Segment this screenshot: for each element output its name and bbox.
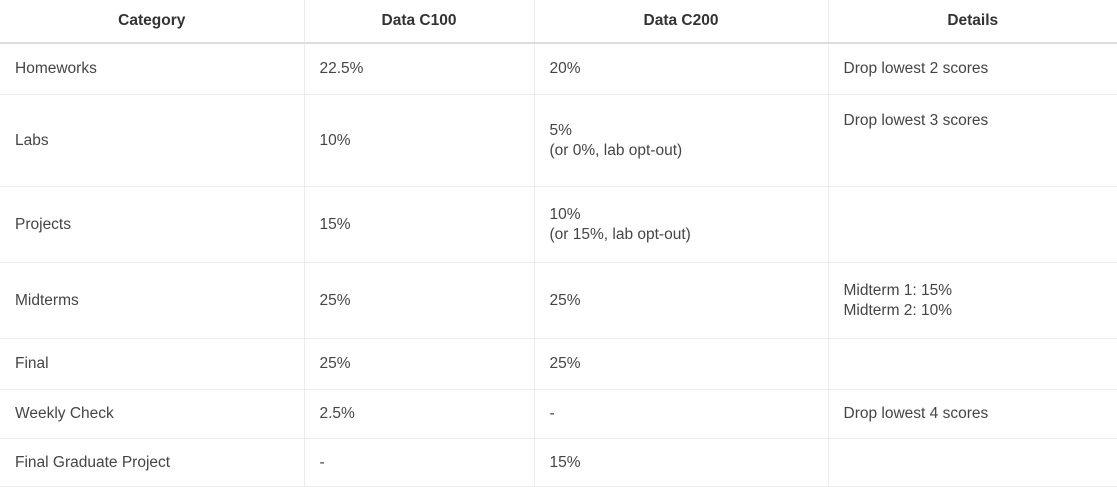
cell-c100: 25% bbox=[303, 338, 534, 390]
cell-category: Midterms bbox=[0, 262, 304, 339]
cell-category: Homeworks bbox=[0, 43, 304, 95]
cell-c200-line: 25% bbox=[549, 291, 581, 309]
cell-details bbox=[827, 438, 1117, 487]
cell-c200-note: (or 15%, lab opt-out) bbox=[549, 225, 691, 243]
cell-c200: 20% bbox=[533, 43, 828, 95]
column-header-category: Category bbox=[0, 0, 304, 44]
cell-category: Final Graduate Project bbox=[0, 438, 304, 487]
cell-details: Drop lowest 4 scores bbox=[827, 389, 1117, 439]
cell-c200: 25% bbox=[533, 262, 828, 339]
cell-c200-line: 5% bbox=[549, 121, 572, 139]
cell-c200-line: 10% bbox=[549, 205, 581, 223]
cell-c200-note: (or 0%, lab opt-out) bbox=[549, 141, 683, 159]
table-row: Labs 10% 5% (or 0%, lab opt-out) Drop lo… bbox=[0, 94, 1117, 187]
table-body: Homeworks 22.5% 20% Drop lowest 2 scores… bbox=[0, 43, 1117, 487]
cell-c200-line: 25% bbox=[549, 355, 581, 372]
cell-c100: 2.5% bbox=[303, 389, 534, 439]
cell-category: Weekly Check bbox=[0, 389, 304, 439]
table-row: Midterms 25% 25% Midterm 1: 15% Midterm … bbox=[0, 262, 1117, 339]
cell-details bbox=[827, 338, 1117, 390]
cell-category: Projects bbox=[0, 186, 304, 263]
cell-c100: 15% bbox=[303, 186, 534, 263]
table-row: Projects 15% 10% (or 15%, lab opt-out) bbox=[0, 186, 1117, 263]
cell-c200-line: 15% bbox=[549, 453, 581, 471]
column-header-data-c100: Data C100 bbox=[303, 0, 534, 44]
cell-details: Drop lowest 2 scores bbox=[827, 43, 1117, 95]
cell-c200: 10% (or 15%, lab opt-out) bbox=[533, 186, 828, 263]
table-header: Category Data C100 Data C200 Details bbox=[0, 0, 1117, 44]
cell-c100: 25% bbox=[303, 262, 534, 339]
cell-category: Labs bbox=[0, 94, 304, 187]
cell-details: Drop lowest 3 scores bbox=[827, 94, 1117, 187]
cell-details-line: Midterm 2: 10% bbox=[843, 301, 953, 319]
cell-c200-line: - bbox=[549, 405, 555, 422]
table-row: Homeworks 22.5% 20% Drop lowest 2 scores bbox=[0, 43, 1117, 95]
table-row: Final 25% 25% bbox=[0, 338, 1117, 390]
column-header-details: Details bbox=[827, 0, 1117, 44]
cell-details bbox=[827, 186, 1117, 263]
cell-details-line: Drop lowest 2 scores bbox=[843, 60, 989, 77]
cell-c200: 5% (or 0%, lab opt-out) bbox=[533, 94, 828, 187]
cell-c200: 15% bbox=[533, 438, 828, 487]
cell-c200: - bbox=[533, 389, 828, 439]
table-row: Weekly Check 2.5% - Drop lowest 4 scores bbox=[0, 389, 1117, 439]
cell-details: Midterm 1: 15% Midterm 2: 10% bbox=[827, 262, 1117, 339]
cell-details-line: Midterm 1: 15% bbox=[843, 281, 953, 299]
cell-c200-line: 20% bbox=[549, 60, 581, 77]
cell-details-line: Drop lowest 3 scores bbox=[843, 112, 989, 129]
cell-c200: 25% bbox=[533, 338, 828, 390]
cell-c100: 22.5% bbox=[303, 43, 534, 95]
column-header-data-c200: Data C200 bbox=[533, 0, 828, 44]
cell-c100: - bbox=[303, 438, 534, 487]
header-row: Category Data C100 Data C200 Details bbox=[0, 0, 1117, 44]
cell-c100: 10% bbox=[303, 94, 534, 187]
cell-category: Final bbox=[0, 338, 304, 390]
table-row: Final Graduate Project - 15% bbox=[0, 438, 1117, 487]
cell-details-line: Drop lowest 4 scores bbox=[843, 405, 989, 422]
